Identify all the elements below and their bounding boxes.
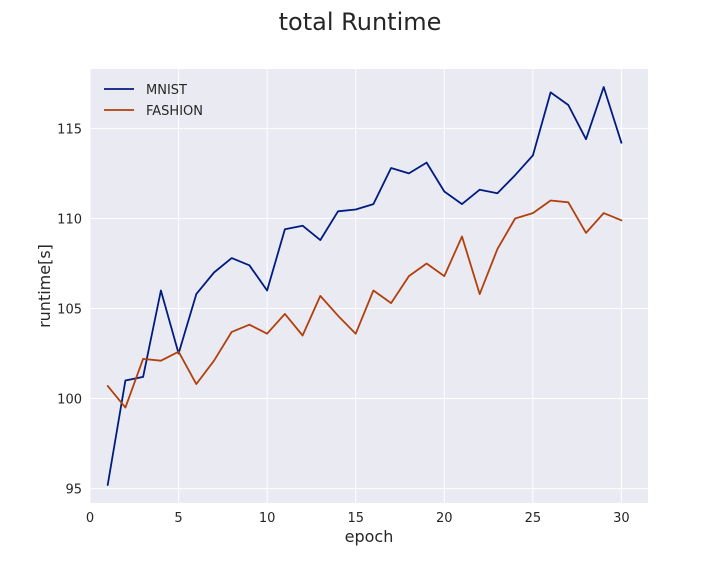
y-tick-label: 115 bbox=[57, 122, 82, 137]
x-tick-label: 10 bbox=[259, 511, 276, 526]
chart-title: total Runtime bbox=[279, 8, 442, 36]
series-line-fashion bbox=[106, 199, 623, 409]
plot-area bbox=[90, 69, 648, 503]
y-tick-label: 100 bbox=[57, 393, 82, 408]
legend-label-fashion: FASHION bbox=[146, 104, 203, 119]
x-tick-label: 5 bbox=[174, 511, 182, 526]
y-tick-label: 105 bbox=[57, 303, 82, 318]
x-tick-label: 15 bbox=[347, 511, 364, 526]
x-tick-label: 20 bbox=[436, 511, 453, 526]
tick-labels: 0 5 10 15 20 25 30 95 100 105 110 115 bbox=[57, 122, 630, 526]
legend-label-mnist: MNIST bbox=[146, 83, 187, 98]
x-tick-label: 0 bbox=[86, 511, 94, 526]
y-tick-label: 110 bbox=[57, 212, 82, 227]
series-lines bbox=[106, 86, 623, 486]
x-tick-label: 25 bbox=[525, 511, 542, 526]
x-tick-label: 30 bbox=[613, 511, 630, 526]
series-line-mnist bbox=[106, 86, 623, 486]
x-axis-label: epoch bbox=[345, 527, 394, 546]
grid-lines bbox=[89, 69, 648, 503]
legend: MNIST FASHION bbox=[104, 83, 203, 119]
y-axis-label: runtime[s] bbox=[35, 244, 54, 328]
y-tick-label: 95 bbox=[65, 483, 82, 498]
